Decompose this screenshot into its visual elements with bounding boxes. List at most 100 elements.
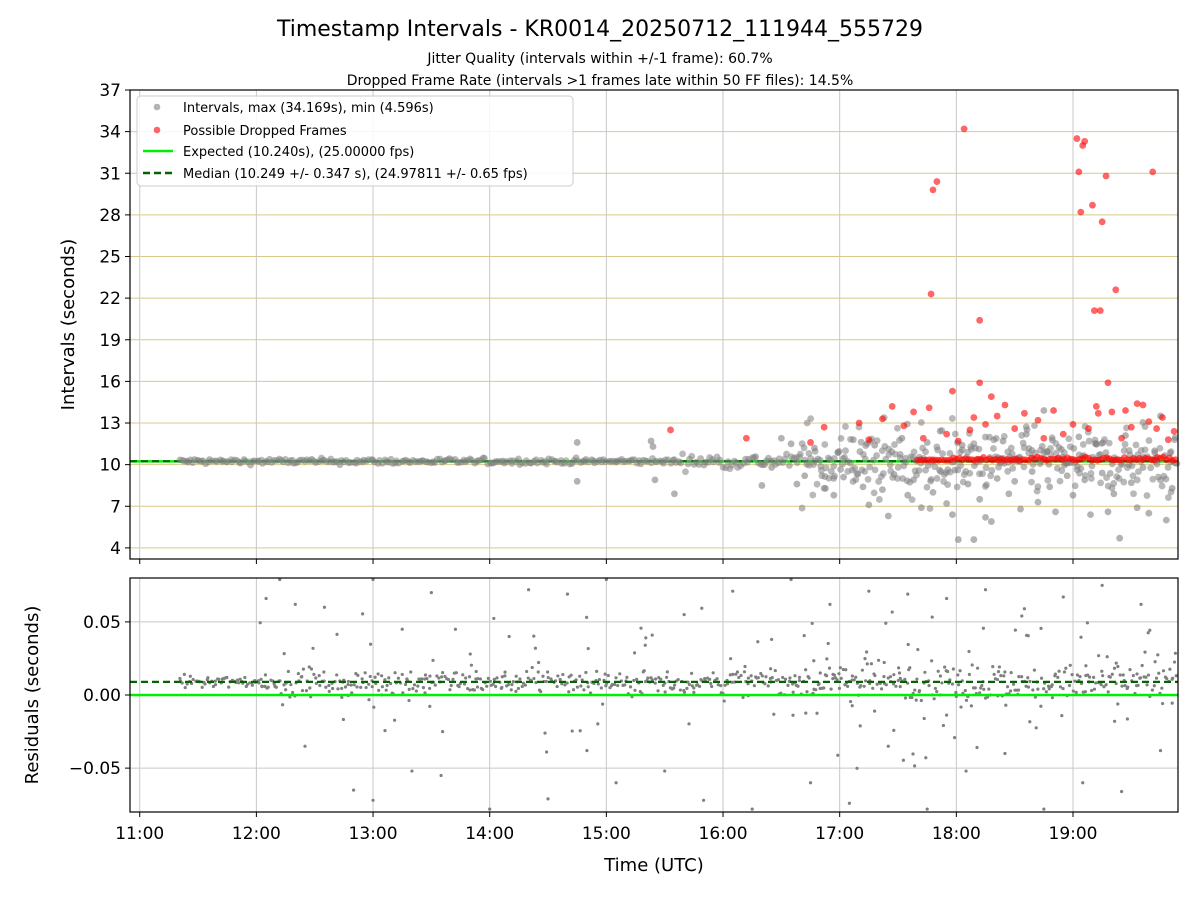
x-tick-label: 19:00 bbox=[1049, 824, 1098, 844]
interval-point bbox=[1133, 504, 1141, 512]
interval-point bbox=[647, 437, 655, 445]
residual-point bbox=[1168, 667, 1172, 671]
residual-point bbox=[563, 683, 567, 687]
residual-point bbox=[1123, 684, 1127, 688]
residual-point bbox=[959, 705, 963, 709]
residual-point bbox=[742, 670, 747, 674]
residual-point bbox=[1009, 689, 1013, 693]
residual-point bbox=[257, 681, 261, 685]
residual-point bbox=[1146, 673, 1151, 677]
residual-point bbox=[788, 676, 792, 680]
residual-point bbox=[709, 681, 713, 685]
residuals-reference-lines bbox=[130, 680, 1178, 697]
x-tick-label: 16:00 bbox=[699, 824, 748, 844]
residual-point bbox=[613, 682, 617, 687]
residual-point bbox=[769, 667, 773, 671]
residual-point bbox=[723, 683, 727, 687]
residual-point bbox=[578, 674, 582, 678]
interval-point bbox=[933, 475, 941, 482]
residual-point bbox=[248, 681, 252, 685]
interval-point bbox=[777, 434, 785, 442]
residual-point bbox=[814, 688, 818, 692]
interval-point bbox=[709, 458, 717, 466]
interval-point bbox=[805, 449, 813, 457]
residual-point bbox=[831, 676, 835, 681]
residual-point bbox=[183, 686, 187, 690]
residual-point bbox=[997, 665, 1002, 669]
interval-point bbox=[879, 486, 886, 494]
residual-point bbox=[182, 672, 186, 676]
interval-point bbox=[1130, 490, 1137, 498]
residual-point bbox=[578, 729, 582, 733]
residual-point bbox=[743, 664, 747, 669]
residual-point bbox=[575, 685, 580, 689]
interval-point bbox=[1135, 468, 1142, 476]
residual-point bbox=[1087, 675, 1092, 679]
residual-point bbox=[516, 686, 521, 691]
interval-point bbox=[875, 496, 883, 503]
residual-point bbox=[969, 704, 974, 708]
residual-point bbox=[1050, 683, 1054, 687]
residual-point bbox=[324, 685, 328, 689]
residual-point bbox=[1057, 669, 1061, 673]
dropped-frame-point bbox=[960, 125, 968, 133]
dropped-frame-point bbox=[919, 434, 927, 442]
residual-point bbox=[1089, 688, 1094, 693]
dropped-frame-point bbox=[966, 426, 974, 434]
residual-point bbox=[200, 685, 204, 689]
residual-point bbox=[635, 677, 639, 682]
residual-point bbox=[786, 683, 790, 687]
residual-point bbox=[327, 689, 331, 693]
residual-point bbox=[599, 686, 603, 690]
interval-point bbox=[1115, 466, 1122, 474]
residual-point bbox=[1058, 685, 1063, 689]
residual-point bbox=[383, 728, 387, 733]
residual-point bbox=[227, 685, 231, 689]
residual-point bbox=[289, 683, 293, 687]
residual-point bbox=[1044, 690, 1048, 694]
interval-point bbox=[840, 473, 847, 481]
residual-point bbox=[235, 678, 240, 682]
interval-point bbox=[896, 450, 904, 458]
y-tick-label: 22 bbox=[99, 289, 121, 309]
residual-point bbox=[488, 679, 492, 683]
dropped-frame-point bbox=[1085, 425, 1092, 432]
interval-point bbox=[1158, 482, 1166, 490]
interval-point bbox=[543, 460, 551, 468]
residual-point bbox=[922, 716, 926, 721]
residual-point bbox=[264, 596, 268, 601]
x-tick-label: 15:00 bbox=[582, 824, 631, 844]
residual-point bbox=[797, 675, 802, 680]
residual-point bbox=[999, 674, 1003, 678]
residual-point bbox=[1152, 684, 1156, 688]
x-tick-label: 18:00 bbox=[932, 824, 981, 844]
interval-point bbox=[923, 483, 931, 491]
residual-point bbox=[1005, 685, 1010, 689]
dropped-frame-point bbox=[1096, 307, 1104, 315]
residual-point bbox=[493, 684, 498, 689]
dropped-frame-point bbox=[1133, 400, 1141, 407]
residual-point bbox=[892, 673, 896, 677]
interval-point bbox=[1075, 433, 1083, 441]
residual-point bbox=[1092, 687, 1097, 691]
residual-point bbox=[1067, 683, 1072, 688]
dropped-frame-point bbox=[820, 423, 828, 431]
residual-point bbox=[350, 691, 354, 695]
residual-point bbox=[304, 688, 309, 693]
residual-point bbox=[536, 670, 540, 674]
residual-point bbox=[1171, 676, 1175, 680]
residual-point bbox=[729, 657, 733, 661]
residual-point bbox=[585, 748, 589, 753]
residual-point bbox=[387, 676, 391, 680]
interval-point bbox=[1005, 490, 1013, 498]
residual-point bbox=[982, 687, 986, 691]
residual-point bbox=[203, 682, 207, 686]
residual-point bbox=[623, 683, 627, 687]
interval-point bbox=[831, 472, 838, 480]
residual-point bbox=[898, 676, 902, 680]
residual-point bbox=[341, 717, 346, 722]
residual-point bbox=[752, 684, 756, 688]
residual-point bbox=[412, 683, 417, 687]
interval-point bbox=[931, 463, 939, 471]
residual-point bbox=[898, 685, 902, 689]
